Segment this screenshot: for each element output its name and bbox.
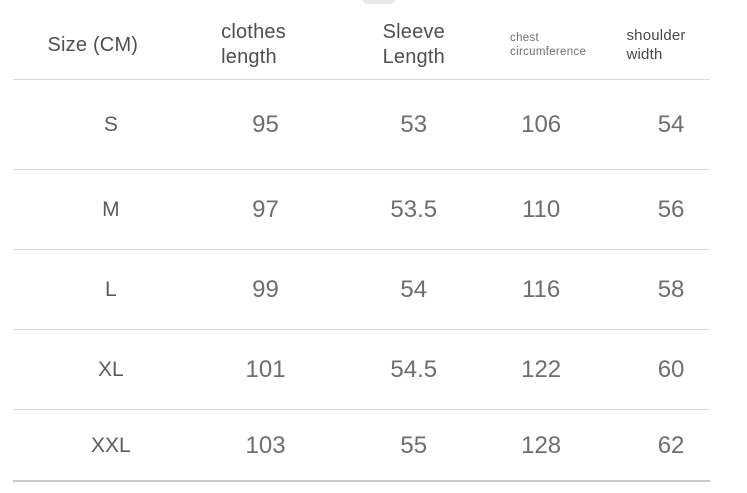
table-row-s: S 95 53 106 54	[13, 80, 745, 170]
sleeve-length-value: 55	[400, 432, 428, 459]
header-line: shoulder	[626, 27, 686, 44]
table-row-xxl: XXL 103 55 128 62	[13, 410, 745, 482]
clothes-length-value: 101	[245, 356, 286, 383]
chest-circumference-value: 110	[521, 196, 561, 223]
header-line: clothes	[221, 21, 286, 43]
sleeve-length-value: 54.5	[390, 356, 438, 383]
size-label: S	[103, 113, 118, 136]
column-header-shoulder-width-label: shoulder width	[626, 26, 685, 64]
header-line: width	[626, 46, 663, 63]
column-header-chest-circumference: chest circumference	[485, 0, 597, 80]
header-line: Sleeve	[382, 21, 445, 43]
sleeve-length-value: 53.5	[390, 196, 438, 223]
shoulder-width-value: 56	[657, 196, 685, 223]
column-header-size-label: Size (CM)	[47, 33, 139, 56]
table-row-xl: XL 101 54.5 122 60	[13, 330, 745, 410]
chest-circumference-value: 116	[521, 276, 561, 303]
clothes-length-value: 103	[245, 432, 286, 459]
header-line: length	[221, 46, 277, 68]
header-line: chest	[510, 32, 540, 44]
table-row-m: M 97 53.5 110 56	[13, 170, 745, 250]
shoulder-width-value: 62	[657, 432, 685, 459]
shoulder-width-value: 54	[657, 111, 685, 138]
column-header-sleeve-length: Sleeve Length	[342, 0, 485, 80]
table-header-row: Size (CM) clothes length Sleeve Length c…	[13, 0, 745, 80]
header-line: Length	[382, 46, 445, 68]
sleeve-length-value: 53	[400, 111, 428, 138]
chest-circumference-value: 128	[521, 432, 562, 459]
sleeve-length-value: 54	[400, 276, 428, 303]
table-row-l: L 99 54 116 58	[13, 250, 745, 330]
chest-circumference-value: 122	[521, 356, 562, 383]
top-edge-artifact	[363, 0, 395, 4]
chest-circumference-value: 106	[521, 111, 562, 138]
size-label: M	[102, 198, 120, 221]
clothes-length-value: 95	[252, 111, 279, 138]
header-line: circumference	[510, 46, 587, 58]
clothes-length-value: 99	[252, 276, 279, 303]
size-label: XXL	[90, 434, 131, 457]
size-label: XL	[97, 358, 124, 381]
shoulder-width-value: 60	[657, 356, 685, 383]
column-header-chest-circumference-label: chest circumference	[510, 31, 586, 59]
column-header-sleeve-length-label: Sleeve Length	[383, 20, 445, 70]
column-header-size: Size (CM)	[13, 0, 189, 80]
column-header-clothes-length-label: clothes length	[221, 20, 286, 70]
size-chart-table: Size (CM) clothes length Sleeve Length c…	[13, 0, 745, 482]
size-label: L	[104, 278, 117, 301]
shoulder-width-value: 58	[657, 276, 685, 303]
column-header-shoulder-width: shoulder width	[597, 0, 745, 80]
clothes-length-value: 97	[252, 196, 279, 223]
column-header-clothes-length: clothes length	[189, 0, 343, 80]
